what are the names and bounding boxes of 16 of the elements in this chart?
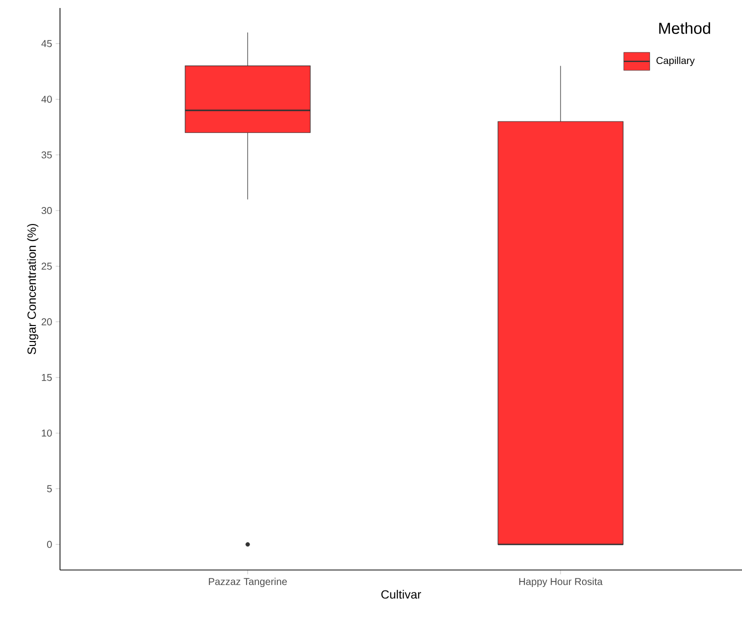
y-tick-label: 5 xyxy=(47,485,52,492)
x-axis-title: Cultivar xyxy=(381,590,422,599)
y-tick-label: 0 xyxy=(47,540,52,548)
y-tick-label: 40 xyxy=(41,96,52,103)
y-tick-label: 30 xyxy=(42,207,52,214)
legend-title: Method xyxy=(659,22,710,34)
y-tick-label: 35 xyxy=(42,151,52,158)
y-tick-label: 20 xyxy=(42,318,52,326)
y-tick-label: 10 xyxy=(42,430,52,437)
x-tick-label: Pazzaz Tangerine xyxy=(208,578,287,588)
y-axis-title: Sugar Concentration (%) xyxy=(27,224,38,354)
x-tick-label: Happy Hour Rosita xyxy=(519,578,603,588)
y-tick-label: 25 xyxy=(42,262,52,270)
y-tick-label: 15 xyxy=(42,374,52,381)
y-tick-label: 45 xyxy=(41,40,52,48)
legend-label: Capillary xyxy=(656,56,695,66)
